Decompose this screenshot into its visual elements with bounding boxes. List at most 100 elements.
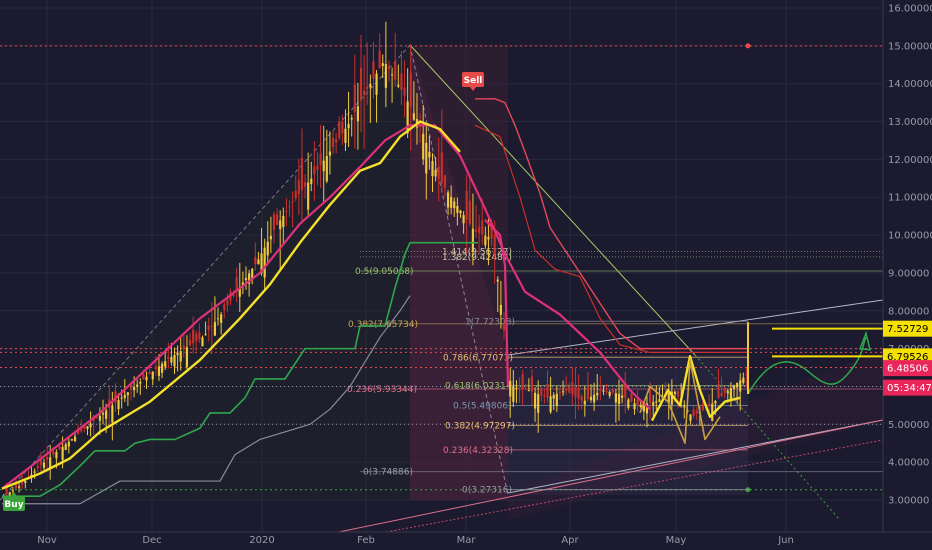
candle-body — [695, 410, 698, 414]
time-tick-label: May — [666, 535, 687, 546]
time-tick-label: 2020 — [249, 535, 274, 546]
candle-body — [667, 393, 670, 404]
candle-body — [726, 390, 729, 394]
candle-body — [55, 452, 58, 459]
candle-body — [387, 66, 391, 70]
candle-body — [316, 165, 319, 170]
candle-body — [117, 400, 120, 410]
fast-ma-yellow — [1, 120, 461, 490]
time-tick-label: Dec — [142, 535, 161, 546]
candle-body — [493, 235, 496, 255]
candle-body — [555, 393, 558, 406]
candle-body — [599, 388, 602, 391]
candle-body — [521, 374, 524, 389]
candle-body — [179, 351, 182, 362]
candle-body — [310, 178, 313, 184]
candle-body — [120, 397, 123, 399]
candle-body — [496, 279, 499, 282]
candle-body — [8, 492, 11, 497]
candle-body — [285, 211, 288, 213]
candle-body — [596, 392, 599, 396]
candle-body — [350, 118, 353, 120]
candle-body — [275, 214, 279, 225]
time-axis[interactable]: Nov Dec 2020 Feb Mar Apr May Jun — [0, 531, 932, 550]
candle-body — [359, 67, 363, 101]
candle-body — [288, 206, 291, 208]
rally-zone — [0, 45, 410, 500]
candle-body — [151, 371, 154, 380]
candle-body — [300, 157, 304, 191]
candle-body — [335, 139, 338, 143]
candle-body — [692, 409, 695, 416]
candle-body — [291, 201, 294, 203]
price-tick-label: 12.00000 — [888, 155, 932, 166]
candle-body — [580, 396, 583, 401]
candle-body — [366, 86, 369, 90]
candle-body — [571, 382, 574, 395]
candle-body — [220, 314, 223, 323]
candle-body — [39, 459, 42, 466]
candle-body — [223, 304, 226, 310]
candle-body — [443, 175, 447, 188]
candle-body — [207, 325, 210, 330]
trend-ma-pink — [1, 124, 651, 490]
price-axis[interactable]: 16.00000 15.00000 14.00000 13.00000 12.00000… — [882, 0, 932, 550]
candle-body — [745, 374, 748, 376]
candle-body — [238, 287, 241, 297]
long-support-2 — [299, 439, 884, 549]
time-tick-label: Feb — [357, 535, 375, 546]
candle-body — [409, 72, 412, 108]
candle-body — [527, 390, 530, 392]
price-tick-label: 10.00000 — [888, 231, 932, 242]
candle-body — [11, 490, 14, 492]
price-axis-bg — [883, 0, 932, 550]
candle-body — [720, 392, 723, 396]
candle-body — [319, 153, 322, 166]
price-tag-label: 05:34:47 — [887, 383, 932, 394]
candle-body — [322, 160, 325, 172]
candle-body — [328, 151, 332, 156]
candle-body — [574, 387, 577, 397]
fib-upper-label: 0.382(7.65734) — [348, 320, 418, 330]
candle-body — [77, 430, 80, 434]
candle-body — [204, 333, 207, 335]
candle-body — [540, 388, 543, 396]
candle-body — [565, 389, 568, 391]
price-tick-label: 11.00000 — [888, 193, 932, 204]
price-tick-label: 8.00000 — [888, 306, 929, 317]
candle-body — [499, 304, 502, 315]
price-tick-label: 16.00000 — [888, 4, 932, 15]
candle-body — [216, 318, 220, 320]
candle-body — [282, 215, 285, 228]
candle-body — [24, 481, 27, 483]
candle-body — [129, 384, 133, 390]
price-tag — [883, 379, 932, 396]
candle-body — [474, 229, 478, 232]
forecast-arrow — [858, 330, 871, 351]
candle-body — [586, 386, 590, 399]
candle-body — [471, 228, 475, 252]
candle-body — [105, 410, 108, 419]
candle-body — [617, 393, 621, 405]
candle-body — [621, 395, 624, 398]
candle-body — [509, 380, 512, 397]
candle-body — [605, 390, 608, 392]
candle-body — [549, 396, 552, 413]
candle-body — [673, 391, 677, 395]
fib-upper-label: 0.236(5.93344) — [347, 385, 417, 395]
fib-lower-label: 1(7.72308) — [465, 317, 515, 327]
candle-body — [431, 161, 434, 177]
candle-body — [192, 329, 195, 344]
signal-pointer — [470, 87, 476, 91]
candle-body — [394, 61, 397, 80]
candle-body — [403, 87, 406, 96]
candle-body — [251, 268, 254, 279]
candle-body — [642, 404, 645, 412]
candle-body — [428, 151, 431, 158]
signal-pointer — [11, 492, 17, 496]
candle-body — [61, 446, 64, 460]
candle-body — [95, 417, 98, 419]
signal-label: Buy — [4, 500, 23, 510]
candle-body — [683, 405, 686, 408]
